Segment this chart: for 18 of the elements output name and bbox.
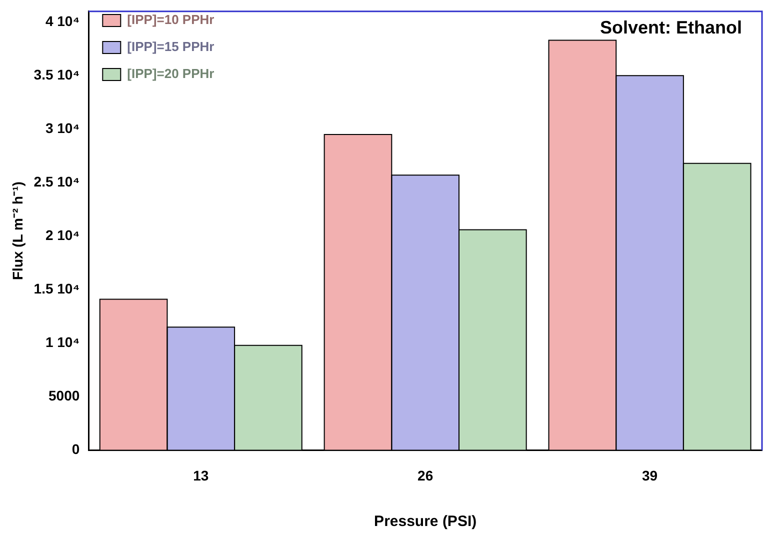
- x-tick-label: 13: [193, 467, 209, 484]
- y-tick-label: 0: [72, 441, 80, 458]
- legend-label: [IPP]=20 PPHr: [127, 66, 214, 82]
- x-axis-title: Pressure (PSI): [374, 513, 477, 530]
- y-tick-label: 5000: [48, 388, 80, 404]
- legend-label: [IPP]=15 PPHr: [127, 39, 214, 54]
- y-tick-label: 1.5 10⁴: [34, 280, 80, 297]
- x-tick-label: 39: [642, 467, 658, 484]
- x-tick-label: 26: [418, 467, 434, 484]
- y-axis-title: Flux (L m⁻² h⁻¹): [9, 182, 26, 280]
- y-tick-label: 3 10⁴: [45, 120, 80, 136]
- y-tick-label: 2 10⁴: [45, 227, 80, 244]
- chart-title: Solvent: Ethanol: [600, 17, 742, 38]
- y-tick-label: 4 10⁴: [45, 12, 80, 29]
- legend-label: [IPP]=10 PPHr: [127, 12, 214, 28]
- y-tick-label: 3.5 10⁴: [34, 66, 80, 82]
- y-tick-label: 2.5 10⁴: [34, 174, 80, 190]
- y-tick-label: 1 10⁴: [45, 334, 80, 350]
